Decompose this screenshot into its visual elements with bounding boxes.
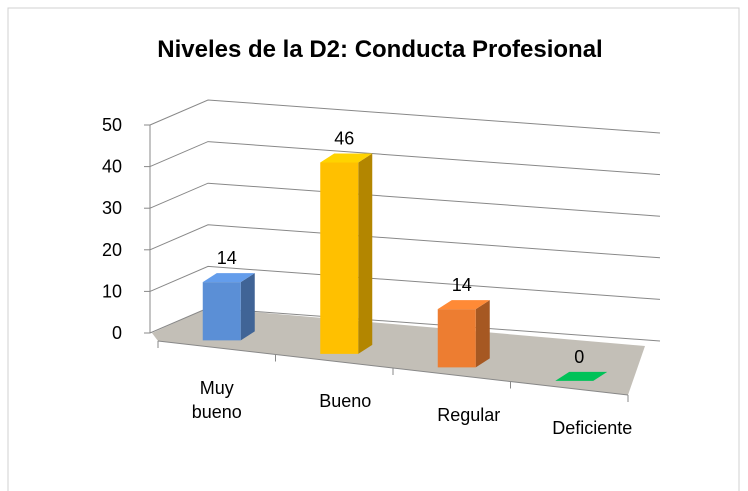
y-tick-label: 40	[102, 157, 122, 177]
bar-top	[555, 371, 608, 381]
floor	[152, 308, 645, 395]
x-tick-label: Muy bueno	[191, 377, 242, 422]
data-label: 0	[574, 347, 584, 367]
data-label: 46	[334, 128, 354, 148]
grid-line	[149, 224, 661, 259]
grid-line	[149, 141, 661, 176]
chart-frame	[7, 7, 740, 491]
y-tick-label: 30	[102, 198, 122, 218]
bar	[437, 300, 490, 368]
y-tick-label: 0	[112, 323, 122, 343]
bar	[320, 153, 373, 354]
bar-top	[202, 273, 255, 283]
grid-line	[149, 182, 661, 217]
grid-line	[149, 265, 661, 300]
x-tick-label: Regular	[437, 404, 501, 425]
y-tick-label: 10	[102, 281, 122, 301]
grid-line	[149, 99, 661, 134]
data-label: 14	[452, 275, 472, 295]
y-tick-label: 20	[102, 240, 122, 260]
bar-side	[475, 300, 490, 368]
bar-side	[240, 273, 255, 341]
bar-top	[320, 153, 373, 163]
y-tick-label: 50	[102, 115, 122, 135]
x-tick-label: Bueno	[319, 391, 372, 412]
chart-title: Niveles de la D2: Conducta Profesional	[157, 36, 602, 63]
bar	[555, 371, 608, 381]
bar-side	[358, 153, 373, 354]
bar-front	[320, 162, 359, 354]
bar	[202, 273, 255, 341]
bar-front	[202, 282, 241, 341]
bar-front	[437, 309, 476, 368]
bar-top	[437, 300, 490, 310]
data-label: 14	[217, 248, 237, 268]
x-tick-label: Deficiente	[552, 418, 633, 439]
